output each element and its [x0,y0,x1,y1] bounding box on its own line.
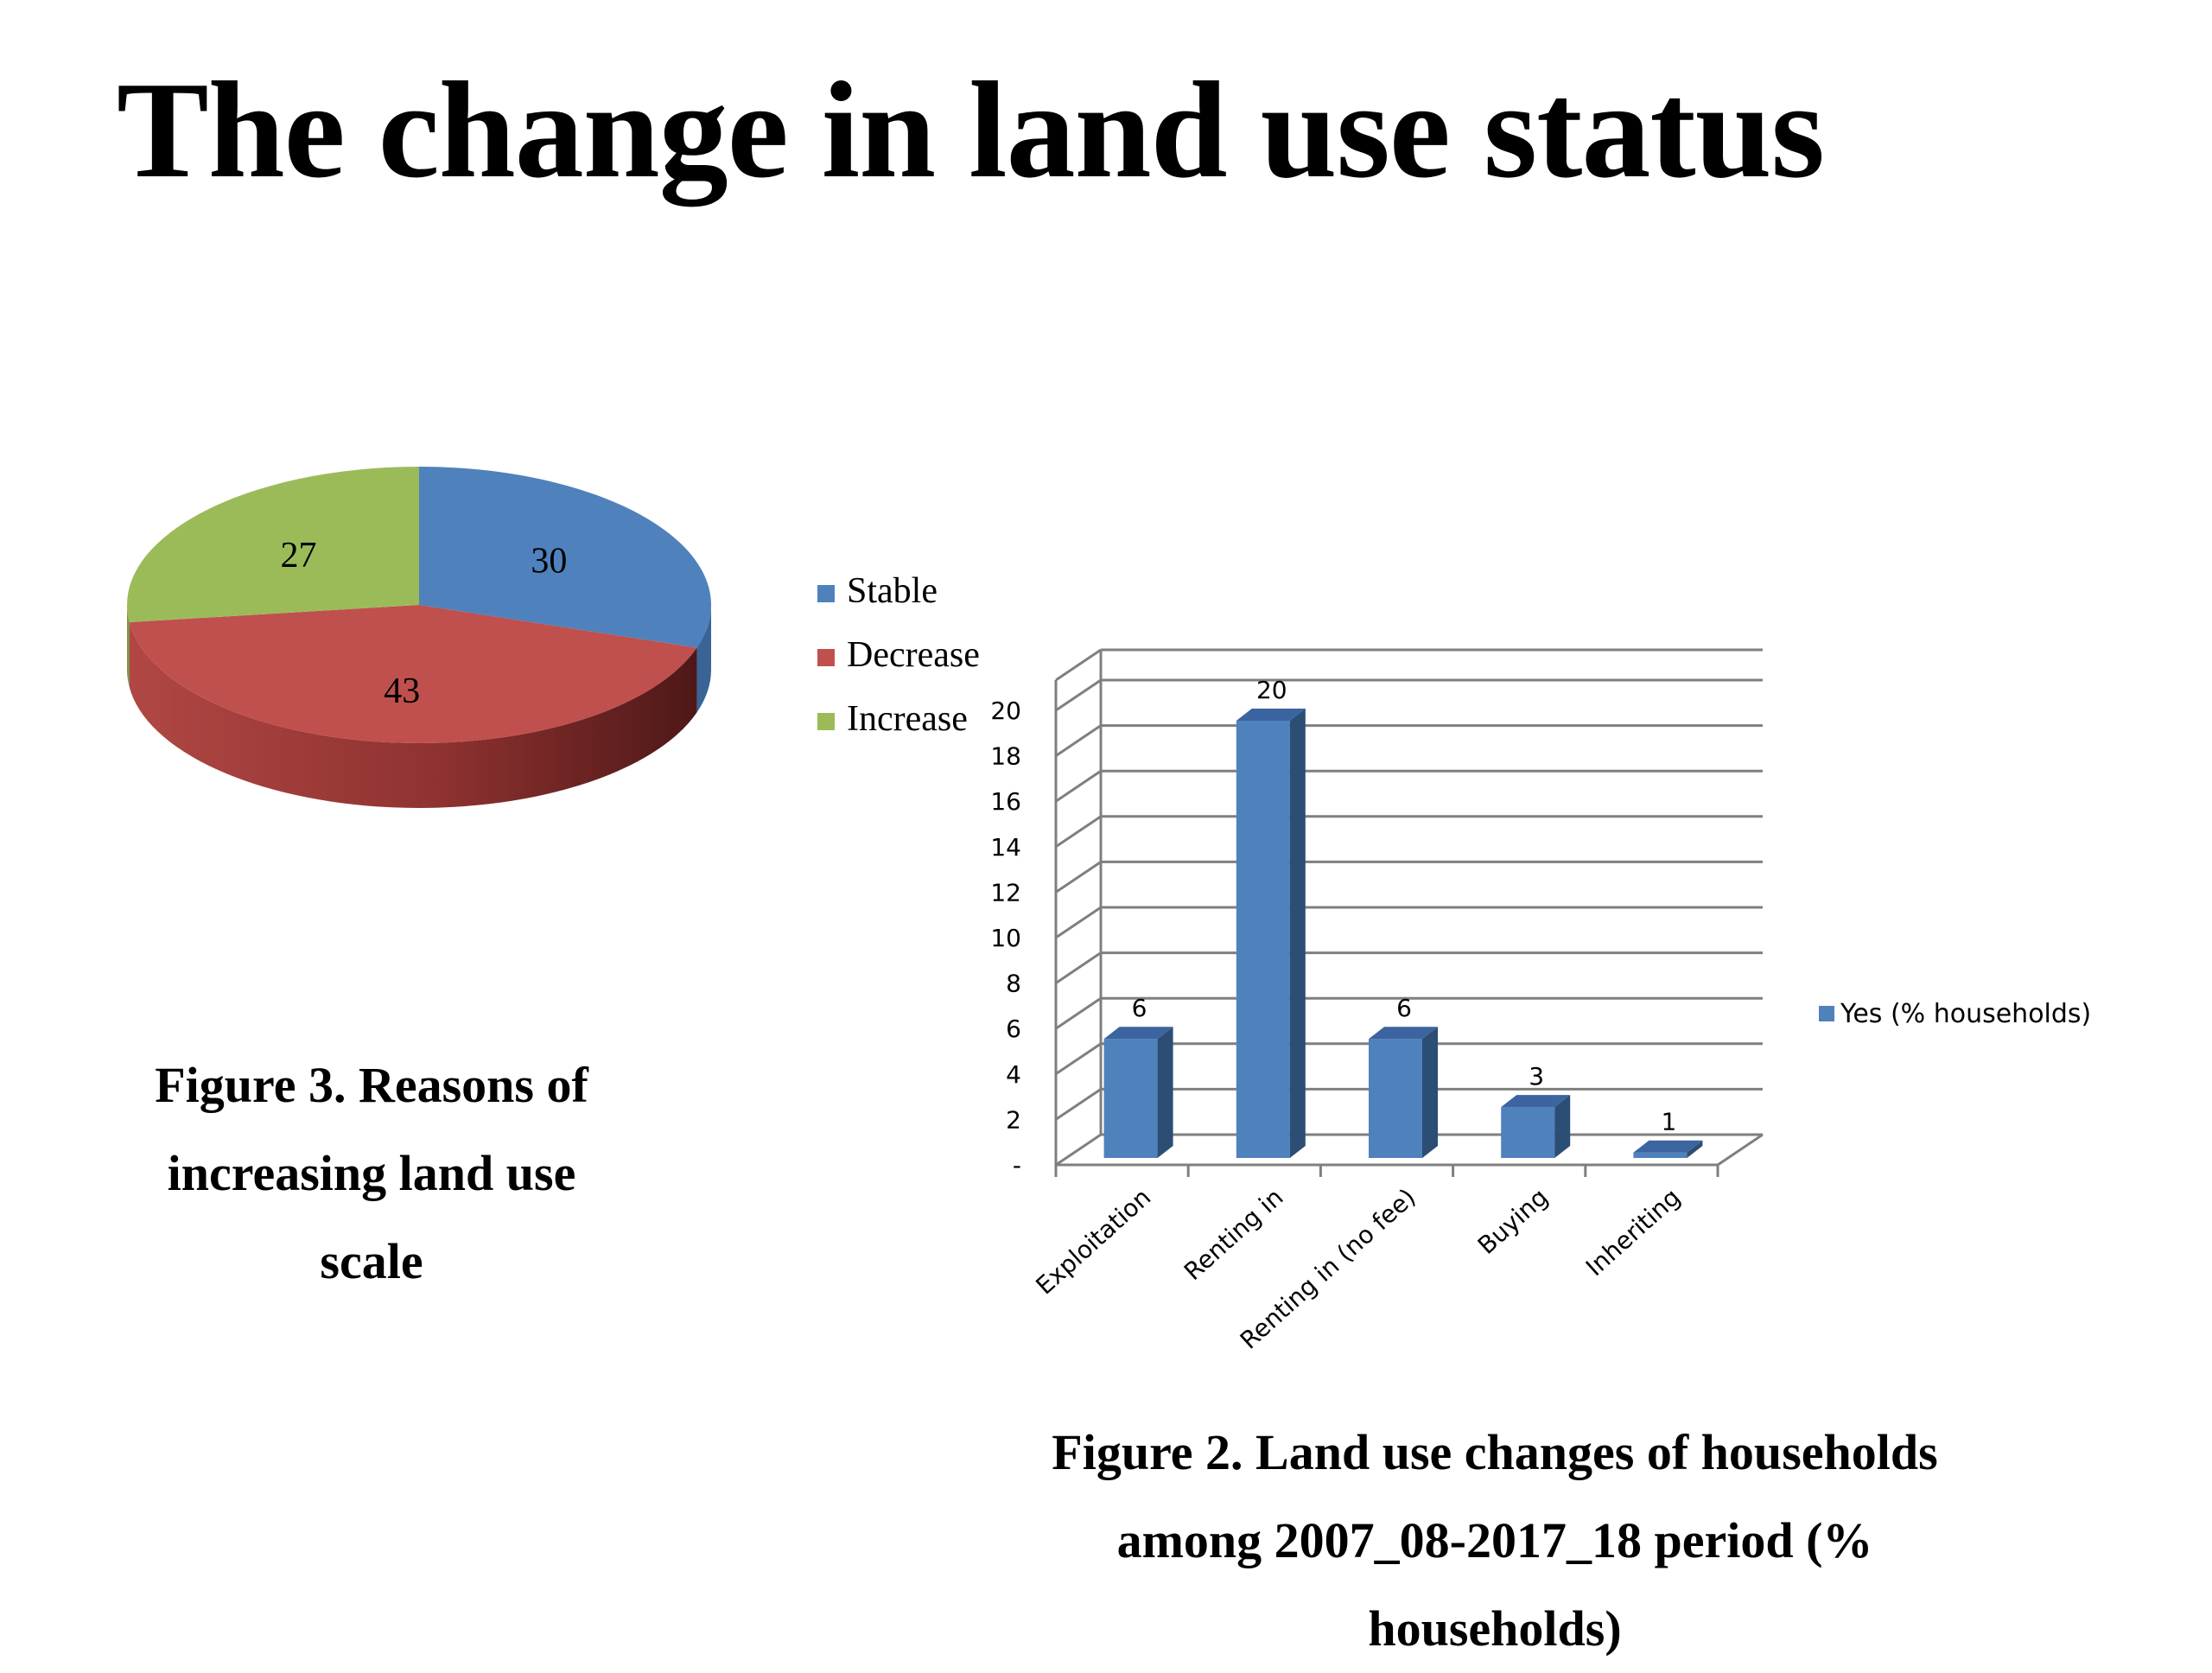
x-category-label: Exploitation [1030,1183,1156,1301]
pie-slice-side [696,605,711,713]
figure-3-caption: Figure 3. Reasons of increasing land use… [95,1041,648,1306]
figure-2-caption-line: households) [1368,1600,1622,1657]
gridline [1055,678,1102,712]
pie-legend-label: Stable [847,571,938,611]
pie-legend: Stable Decrease Increase [817,571,980,739]
y-tick-label: 2 [1006,1105,1021,1134]
pie-slice-decrease [129,605,697,744]
figure-2-caption-line: among 2007_08-2017_18 period (% [1116,1512,1873,1568]
pie-slice-stable [419,467,711,648]
pie-value-label: 27 [281,536,317,576]
x-category-label: Renting in [1179,1183,1289,1286]
bar-top [1501,1095,1571,1108]
pie-value-label: 30 [531,541,567,581]
gridline [1055,1133,1102,1167]
pie-legend-swatch [817,585,835,602]
pie-slice-side [127,605,130,688]
bar [1369,1039,1422,1158]
bar-data-label: 6 [1396,994,1412,1022]
pie-slice-increase [126,467,419,623]
gridline [1055,648,1102,682]
y-tick-label: 18 [990,742,1021,771]
pie-legend-swatch [817,713,835,730]
pie-legend-swatch [817,649,835,666]
figure-3-caption-line: scale [320,1233,423,1289]
pie-legend-label: Increase [847,699,968,739]
figure-3-caption-line: increasing land use [167,1145,576,1201]
bar-side [1554,1095,1571,1158]
gridline [1055,861,1102,894]
y-tick-label: 12 [990,878,1021,906]
bar-top [1103,1027,1173,1040]
gridline [1055,769,1102,803]
bar-top [1369,1027,1438,1040]
bar-legend-swatch [1819,1006,1834,1021]
y-tick-label: - [1013,1151,1021,1180]
pie-value-label: 43 [384,671,420,711]
x-category-label: Buying [1472,1183,1554,1260]
bar-data-label: 3 [1529,1062,1544,1091]
bar [1633,1152,1688,1158]
slide-title: The change in land use status [117,53,1825,207]
bar-data-label: 1 [1661,1108,1676,1136]
y-tick-label: 8 [1006,970,1021,998]
y-tick-label: 6 [1006,1015,1021,1043]
figure-3-caption-line: Figure 3. Reasons of [155,1057,588,1113]
y-tick-label: 10 [990,924,1021,952]
gridline [1055,1042,1102,1076]
bar-side [1289,709,1306,1158]
y-tick-label: 16 [990,787,1021,816]
bar-side [1687,1140,1703,1158]
gridline [1055,1088,1102,1121]
x-category-label: Inheriting [1580,1183,1686,1282]
bar-data-label: 6 [1132,994,1147,1022]
bar [1236,721,1290,1158]
pie-slice-side [129,622,697,809]
bar-side [1422,1027,1438,1158]
figure-2-caption: Figure 2. Land use changes of households… [933,1409,2056,1673]
bar-data-label: 20 [1256,676,1287,704]
y-tick-label: 14 [990,833,1021,862]
gridline [1055,951,1102,984]
bar [1103,1039,1158,1158]
bar-top [1236,709,1306,721]
gridline [1055,906,1102,939]
bar-side [1157,1027,1173,1158]
gridline [1055,996,1102,1030]
pie-legend-label: Decrease [847,635,980,675]
y-tick-label: 4 [1006,1060,1021,1089]
y-tick-label: 20 [990,697,1021,725]
floor-edge [1717,1133,1764,1167]
bar-top [1633,1140,1703,1153]
gridline [1055,815,1102,849]
gridline [1055,724,1102,757]
bar [1501,1107,1555,1158]
bar-legend-label: Yes (% households) [1840,999,2091,1029]
figure-2-caption-line: Figure 2. Land use changes of households [1052,1424,1938,1480]
